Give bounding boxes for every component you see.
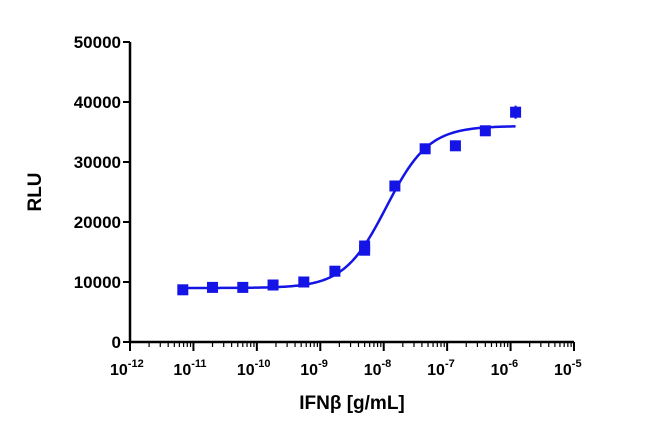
fit-curve [182, 125, 516, 290]
data-point [237, 281, 249, 293]
x-tick-label: 10-6 [491, 358, 519, 379]
data-point [419, 143, 431, 155]
y-tick-label: 0 [112, 333, 121, 352]
data-point [449, 140, 461, 152]
data-point [389, 180, 401, 192]
x-tick-label: 10-9 [300, 358, 328, 379]
x-tick-label: 10-8 [364, 358, 392, 379]
data-points [177, 105, 522, 296]
data-point [177, 284, 189, 296]
y-tick-label: 50000 [74, 33, 121, 52]
y-tick-label: 30000 [74, 153, 121, 172]
data-point [267, 279, 279, 291]
y-axis-title: RLU [25, 172, 46, 211]
y-axis-ticks: 0 10000 20000 30000 40000 50000 [74, 33, 130, 352]
x-axis-ticks: 10-12 10-11 10-10 10-9 10-8 10-7 10-6 10-5 [110, 342, 582, 379]
x-tick-label: 10-12 [110, 358, 144, 379]
x-tick-label: 10-10 [237, 358, 271, 379]
data-point [359, 240, 371, 252]
x-tick-label: 10-5 [554, 358, 582, 379]
data-point [510, 106, 522, 118]
data-point [329, 265, 341, 277]
data-point [479, 125, 491, 137]
y-tick-label: 40000 [74, 93, 121, 112]
x-tick-label: 10-7 [427, 358, 455, 379]
x-axis-title: IFNβ [g/mL] [299, 393, 405, 414]
y-tick-label: 20000 [74, 213, 121, 232]
x-tick-label: 10-11 [173, 358, 206, 379]
data-point [298, 276, 310, 288]
y-tick-label: 10000 [74, 273, 121, 292]
data-point [207, 281, 219, 293]
